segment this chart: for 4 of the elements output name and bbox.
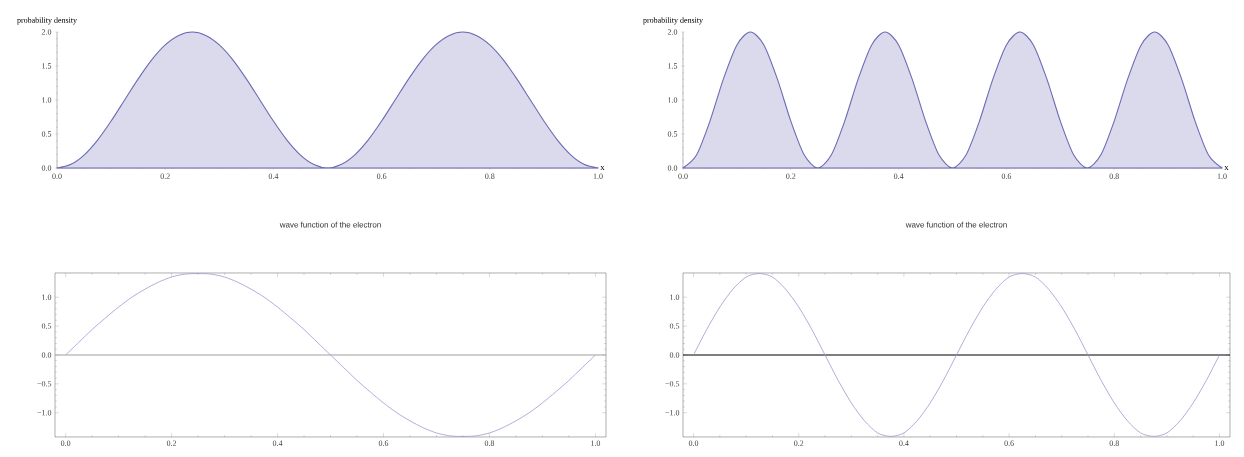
line-series	[693, 273, 1220, 437]
x-axis-title: x	[1224, 165, 1229, 171]
line-series	[65, 273, 596, 437]
x-axis-title: x	[600, 165, 605, 171]
